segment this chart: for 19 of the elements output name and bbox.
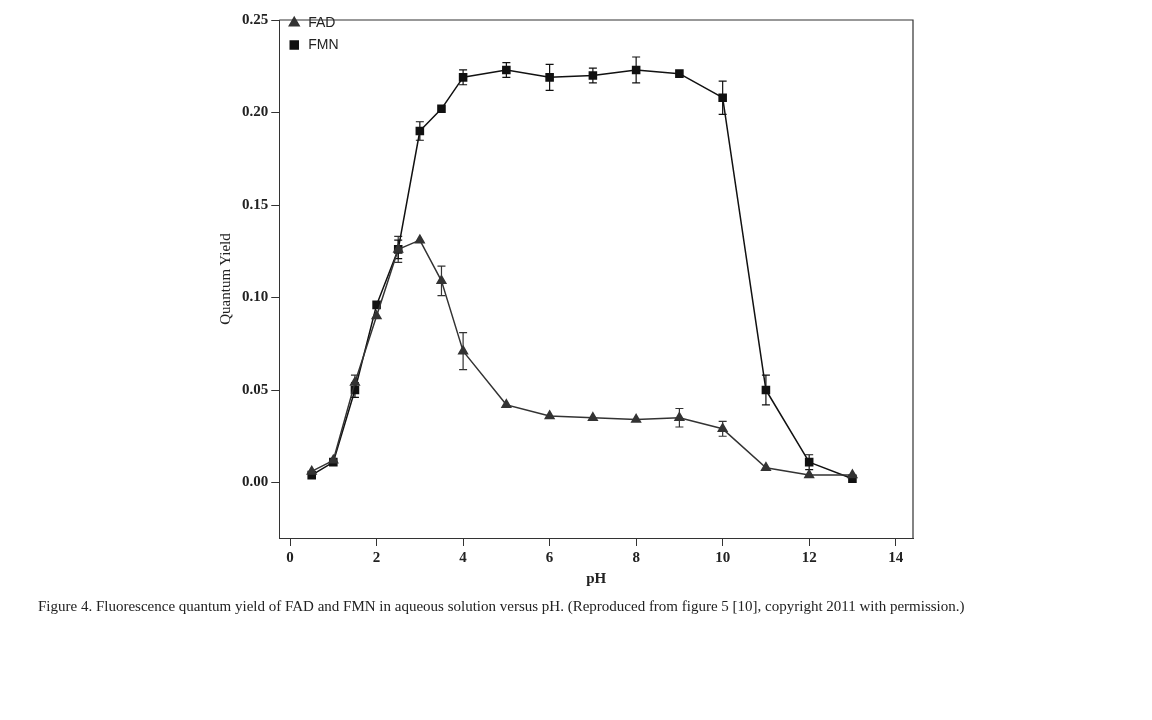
y-axis-title: Quantum Yield [216, 232, 233, 325]
x-tick-label: 8 [632, 548, 640, 565]
x-tick-label: 10 [715, 548, 731, 565]
y-tick-label: 0.20 [242, 103, 269, 120]
y-tick-label: 0.00 [242, 473, 269, 490]
x-tick-label: 6 [545, 548, 554, 565]
legend-label: FAD [308, 13, 336, 30]
y-tick-label: 0.10 [242, 288, 269, 305]
y-tick-label: 0.05 [242, 380, 269, 397]
caption: Figure 4. Fluorescence quantum yield of FAD and FMN in aqueous solution versus pH. (Reproduced from figure 5 [10], copyright 2011 with permission.) [38, 598, 966, 615]
x-tick-label: 14 [888, 548, 904, 565]
y-tick-label: 0.25 [242, 10, 269, 27]
x-tick-label: 12 [801, 548, 817, 565]
y-tick-label: 0.15 [242, 195, 269, 212]
x-axis-title: pH [586, 569, 607, 586]
x-tick-label: 4 [459, 548, 468, 565]
x-tick-label: 0 [286, 548, 294, 565]
x-tick-label: 2 [372, 548, 381, 565]
legend-label: FMN [308, 35, 339, 52]
